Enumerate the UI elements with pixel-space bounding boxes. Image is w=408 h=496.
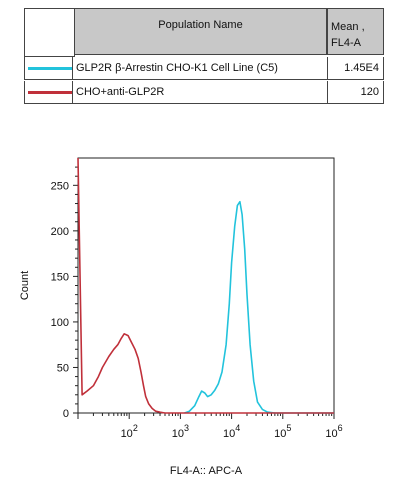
plot-frame	[77, 157, 335, 414]
y-axis-title: Count	[19, 271, 31, 300]
legend-header-mean: Mean , FL4-A	[327, 8, 384, 55]
histogram-chart: 0 50 100 150 200 250 102 103 104 105 106 Count FL4-A…	[19, 157, 343, 477]
y-tick-label: 50	[57, 362, 69, 374]
legend-header-blank-cell	[24, 8, 75, 57]
x-axis-title: FL4-A:: APC-A	[170, 465, 243, 477]
legend-row-cho: CHO+anti-GLP2R 120	[24, 81, 384, 105]
x-tick-label: 106	[325, 423, 342, 440]
legend-header-mean-line2: FL4-A	[331, 37, 361, 49]
legend-mean-value: 1.45E4	[327, 57, 384, 80]
legend-row-glp2r: GLP2R β-Arrestin CHO-K1 Cell Line (C5) 1…	[24, 57, 384, 81]
x-tick-label: 104	[223, 423, 240, 440]
series-line-glp2r	[184, 200, 334, 414]
y-tick-label: 250	[51, 180, 69, 192]
legend-swatch-cell	[24, 57, 73, 80]
legend-header: Population Name Mean , FL4-A	[24, 8, 384, 57]
legend-header-population-name: Population Name	[74, 8, 327, 55]
legend-swatch-red	[28, 91, 72, 94]
y-tick-label: 0	[63, 408, 69, 420]
y-tick-label: 100	[51, 317, 69, 329]
x-tick-label: 103	[172, 423, 189, 440]
x-tick-label: 105	[274, 423, 291, 440]
legend-table: Population Name Mean , FL4-A GLP2R β-Arr…	[24, 8, 384, 108]
legend-mean-value: 120	[327, 81, 384, 104]
legend-swatch-cell	[24, 81, 73, 104]
legend-population-name: CHO+anti-GLP2R	[73, 81, 328, 104]
y-tick-label: 150	[51, 271, 69, 283]
legend-header-mean-line1: Mean ,	[331, 21, 365, 33]
legend-swatch-cyan	[28, 67, 72, 70]
y-tick-label: 200	[51, 226, 69, 238]
legend-population-name: GLP2R β-Arrestin CHO-K1 Cell Line (C5)	[73, 57, 328, 80]
x-tick-label: 102	[121, 423, 138, 440]
series-line-cho	[77, 157, 334, 414]
